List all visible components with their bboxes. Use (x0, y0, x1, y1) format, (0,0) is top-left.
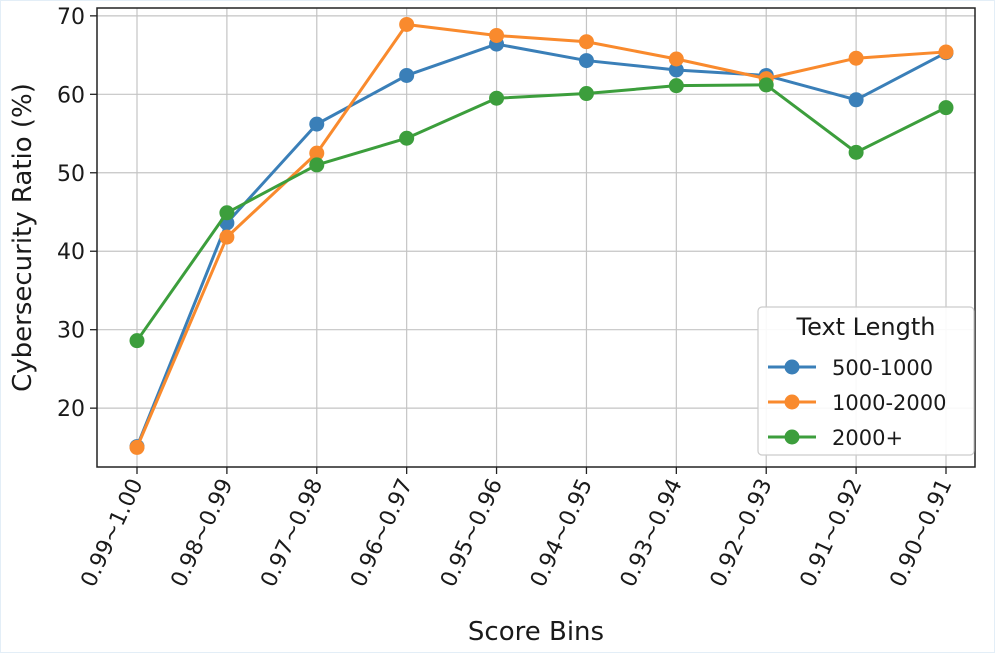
y-tick-label: 50 (57, 162, 85, 187)
data-point (848, 50, 864, 66)
legend-swatch-marker (784, 429, 800, 445)
legend-entries: 500-1000 1000-2000 2000+ (768, 356, 946, 450)
y-axis-label: Cybersecurity Ratio (%) (8, 83, 38, 392)
legend-swatch-marker (784, 394, 800, 410)
legend-box (757, 306, 975, 456)
data-point (848, 92, 864, 108)
legend: Text Length 500-1000 1000-2000 2000+ (757, 306, 975, 456)
y-tick-label: 40 (57, 240, 85, 265)
data-point (938, 100, 954, 116)
data-point (399, 16, 415, 32)
data-point (399, 67, 415, 83)
data-point (848, 144, 864, 160)
data-point (578, 34, 594, 50)
y-tick-label: 30 (57, 319, 85, 344)
series-line (135, 22, 947, 448)
data-point (129, 439, 145, 455)
y-tick-label: 60 (57, 83, 85, 108)
series-layer (129, 16, 954, 455)
series-group (129, 16, 954, 455)
legend-label: 500-1000 (832, 356, 933, 380)
data-point (489, 90, 505, 106)
data-point (309, 157, 325, 173)
data-point (758, 77, 774, 93)
plot-frame (96, 7, 976, 468)
y-tick-label: 70 (57, 5, 85, 30)
series-line (135, 83, 947, 342)
legend-label: 2000+ (832, 426, 903, 450)
data-point (399, 130, 415, 146)
data-point (578, 53, 594, 69)
legend-title: Text Length (796, 313, 936, 341)
data-point (668, 51, 684, 67)
x-axis-label: Score Bins (468, 617, 604, 647)
legend-entry: 1000-2000 (768, 391, 946, 415)
legend-swatch-marker (784, 359, 800, 375)
data-point (129, 333, 145, 349)
data-point (668, 78, 684, 94)
data-point (219, 229, 235, 245)
series-group (129, 77, 954, 349)
y-tick-label: 20 (57, 397, 85, 422)
legend-label: 1000-2000 (832, 391, 946, 415)
data-point (219, 205, 235, 221)
data-point (309, 145, 325, 161)
y-tick-labels: 20 30 40 50 60 70 (57, 5, 97, 422)
legend-entry: 500-1000 (768, 356, 933, 380)
data-point (938, 44, 954, 60)
legend-entry: 2000+ (768, 426, 903, 450)
grid (97, 8, 975, 467)
data-point (489, 27, 505, 43)
series-line (135, 42, 947, 448)
data-point (578, 86, 594, 102)
data-point (309, 116, 325, 132)
data-point (668, 62, 684, 78)
